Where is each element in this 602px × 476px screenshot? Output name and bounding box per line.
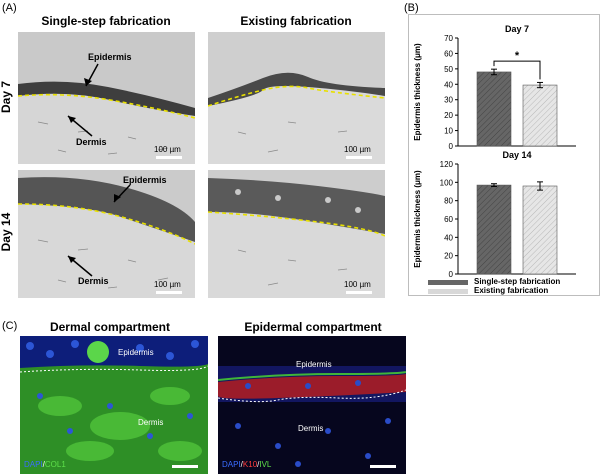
label-dermis: Dermis bbox=[298, 424, 324, 433]
fluorescence-epidermal: Epidermis Dermis DAPI/K10/IVL bbox=[218, 336, 406, 474]
y-axis-label: Epidermis thickness (μm) bbox=[413, 170, 422, 268]
scale-bar bbox=[370, 465, 396, 468]
label-epidermis: Epidermis bbox=[88, 52, 132, 62]
y-tick-label: 40 bbox=[444, 233, 453, 242]
y-axis-label: Epidermis thickness (μm) bbox=[413, 43, 422, 141]
y-tick-label: 50 bbox=[444, 65, 453, 74]
row-label-day7: Day 7 bbox=[0, 80, 13, 114]
panel-c-label: (C) bbox=[2, 320, 18, 332]
label-dermis: Dermis bbox=[76, 137, 107, 147]
scale-bar bbox=[346, 156, 372, 159]
stain-ivl: IVL bbox=[259, 460, 272, 469]
legend-label-existing: Existing fabrication bbox=[474, 286, 549, 295]
scale-bar-label: 100 µm bbox=[154, 145, 181, 154]
stain-legend: DAPI/COL1 bbox=[24, 460, 66, 469]
stain-separator: / bbox=[240, 460, 243, 469]
scale-bar bbox=[172, 465, 198, 468]
panel-a-label: (A) bbox=[2, 2, 17, 14]
histology-day7-single-step: Epidermis Dermis 100 µm bbox=[18, 32, 195, 164]
stain-separator: / bbox=[257, 460, 260, 469]
title-epidermal-compartment: Epidermal compartment bbox=[244, 320, 382, 334]
stain-dapi: DAPI bbox=[24, 460, 43, 469]
stain-dapi: DAPI bbox=[222, 460, 241, 469]
col-title-single-step: Single-step fabrication bbox=[41, 14, 171, 28]
bar bbox=[522, 84, 558, 147]
panel-b-label: (B) bbox=[404, 2, 419, 14]
y-tick-label: 100 bbox=[440, 178, 454, 187]
y-tick-label: 20 bbox=[444, 252, 453, 261]
title-dermal-compartment: Dermal compartment bbox=[49, 320, 171, 334]
histology-day14-existing: 100 µm bbox=[208, 170, 385, 298]
y-tick-label: 0 bbox=[449, 270, 454, 278]
scale-bar-label: 100 µm bbox=[344, 145, 371, 154]
y-tick-label: 20 bbox=[444, 111, 453, 120]
chart-day7: Day 7 Epidermis thickness (μm) 0 10 20 30 40 50… bbox=[413, 24, 576, 151]
stain-legend: DAPI/K10/IVL bbox=[222, 460, 271, 469]
scale-bar bbox=[346, 291, 372, 294]
col-title-existing: Existing fabrication bbox=[240, 14, 352, 28]
label-epidermis: Epidermis bbox=[296, 360, 332, 369]
chart-day14: Day 14 Epidermis thickness (μm) 0 20 40 60 80 1… bbox=[413, 150, 576, 278]
chart-title: Day 7 bbox=[505, 24, 529, 34]
y-tick-label: 10 bbox=[444, 127, 453, 136]
scale-bar-label: 100 µm bbox=[154, 280, 181, 289]
label-epidermis: Epidermis bbox=[123, 175, 167, 185]
histology-day7-existing: 100 µm bbox=[208, 32, 385, 164]
y-tick-label: 0 bbox=[449, 142, 454, 151]
bar bbox=[476, 184, 512, 275]
scale-bar bbox=[156, 291, 182, 294]
chart-frame bbox=[408, 14, 600, 296]
significance-bracket bbox=[493, 60, 541, 80]
y-tick-label: 120 bbox=[440, 160, 454, 169]
stain-col1: COL1 bbox=[44, 460, 66, 469]
y-tick-label: 60 bbox=[444, 215, 453, 224]
y-tick-label: 60 bbox=[444, 49, 453, 58]
fluorescence-dermal: Epidermis Dermis DAPI/COL1 bbox=[20, 336, 208, 474]
chart-title: Day 14 bbox=[502, 150, 531, 160]
y-tick-label: 40 bbox=[444, 80, 453, 89]
scale-bar bbox=[156, 156, 182, 159]
stain-k10: K10 bbox=[242, 460, 258, 469]
histology-day14-single-step: Epidermis Dermis 100 µm bbox=[18, 170, 195, 298]
y-tick-label: 70 bbox=[444, 34, 453, 43]
significance-marker: * bbox=[515, 50, 520, 62]
legend-swatch-single-step bbox=[428, 280, 468, 285]
scale-bar-label: 100 µm bbox=[344, 280, 371, 289]
label-dermis: Dermis bbox=[78, 276, 109, 286]
bar bbox=[476, 71, 512, 147]
stain-separator: / bbox=[42, 460, 45, 469]
legend-label-single-step: Single-step fabrication bbox=[474, 277, 561, 286]
legend-swatch-existing bbox=[428, 289, 468, 294]
bar bbox=[522, 185, 558, 275]
label-epidermis: Epidermis bbox=[118, 348, 154, 357]
y-tick-label: 30 bbox=[444, 96, 453, 105]
y-tick-label: 80 bbox=[444, 197, 453, 206]
row-label-day14: Day 14 bbox=[0, 212, 13, 252]
label-dermis: Dermis bbox=[138, 418, 164, 427]
